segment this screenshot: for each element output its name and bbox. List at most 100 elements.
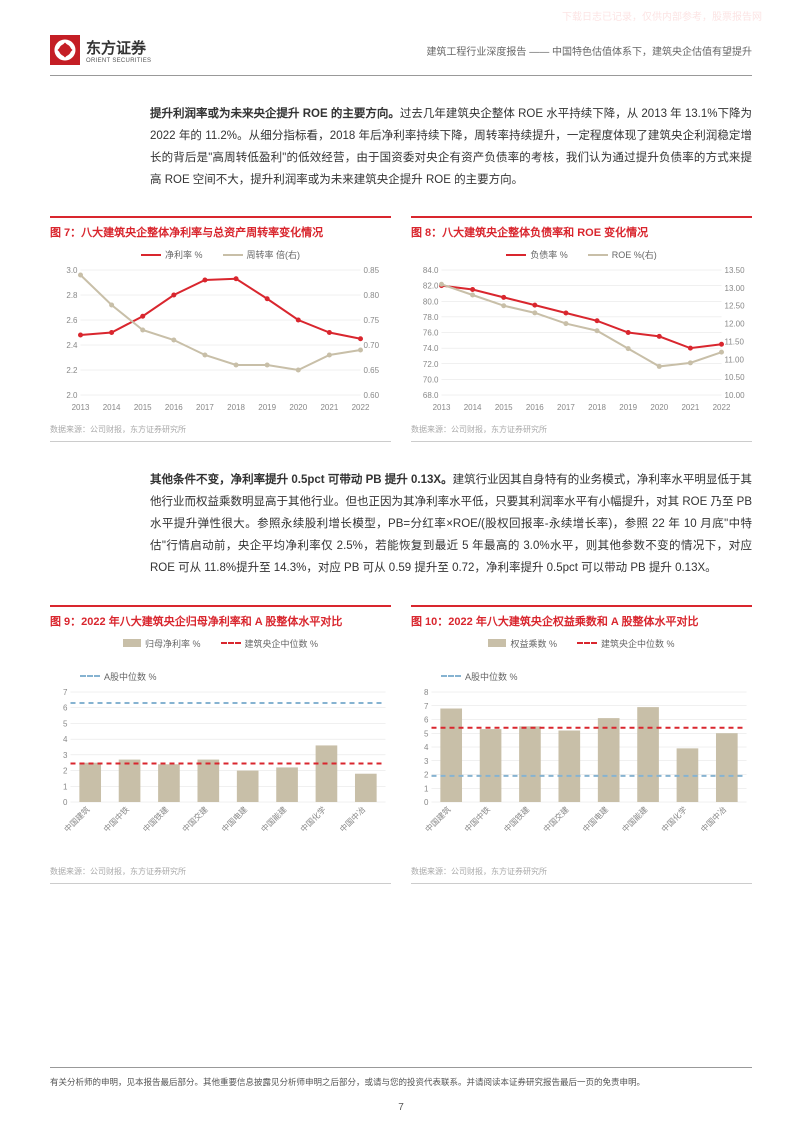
svg-text:78.0: 78.0	[423, 313, 439, 322]
paragraph-1: 提升利润率或为未来央企提升 ROE 的主要方向。过去几年建筑央企整体 ROE 水…	[150, 104, 752, 191]
svg-text:6: 6	[424, 715, 429, 724]
svg-text:72.0: 72.0	[423, 360, 439, 369]
svg-text:80.0: 80.0	[423, 298, 439, 307]
chart-7-legend: 净利率 % 周转率 倍(右)	[50, 248, 391, 261]
chart-7: 图 7：八大建筑央企整体净利率与总资产周转率变化情况 净利率 % 周转率 倍(右…	[50, 216, 391, 442]
chart-10: 图 10：2022 年八大建筑央企权益乘数和 A 股整体水平对比 权益乘数 % …	[411, 605, 752, 884]
chart-7-source: 数据来源：公司财报，东方证券研究所	[50, 420, 391, 442]
svg-text:中国能建: 中国能建	[259, 804, 289, 834]
chart-7-svg: 2.02.22.42.62.83.00.600.650.700.750.800.…	[50, 265, 391, 415]
logo: 东方证券 ORIENT SECURITIES	[50, 35, 151, 65]
chart-8-source: 数据来源：公司财报，东方证券研究所	[411, 420, 752, 442]
svg-text:68.0: 68.0	[423, 391, 439, 400]
svg-text:中国化学: 中国化学	[298, 804, 328, 834]
svg-text:中国电建: 中国电建	[219, 804, 249, 834]
svg-text:10.50: 10.50	[725, 374, 746, 383]
svg-text:中国建筑: 中国建筑	[423, 804, 453, 834]
svg-text:10.00: 10.00	[725, 391, 746, 400]
svg-text:中国电建: 中国电建	[580, 804, 610, 834]
svg-text:2.0: 2.0	[66, 391, 78, 400]
svg-text:2022: 2022	[352, 403, 370, 412]
svg-text:2016: 2016	[526, 403, 544, 412]
svg-text:7: 7	[63, 688, 68, 697]
chart-9: 图 9：2022 年八大建筑央企归母净利率和 A 股整体水平对比 归母净利率 %…	[50, 605, 391, 884]
svg-text:中国建筑: 中国建筑	[62, 804, 92, 834]
svg-text:0.70: 0.70	[364, 341, 380, 350]
svg-text:2.4: 2.4	[66, 341, 78, 350]
svg-text:2.6: 2.6	[66, 316, 78, 325]
svg-text:12.50: 12.50	[725, 302, 746, 311]
paragraph-2: 其他条件不变，净利率提升 0.5pct 可带动 PB 提升 0.13X。建筑行业…	[150, 470, 752, 579]
svg-text:6: 6	[63, 703, 68, 712]
svg-text:2021: 2021	[320, 403, 338, 412]
chart-9-legend: 归母净利率 % 建筑央企中位数 % A股中位数 %	[50, 637, 391, 683]
chart-8-title: 图 8：八大建筑央企整体负债率和 ROE 变化情况	[411, 216, 752, 244]
chart-10-legend: 权益乘数 % 建筑央企中位数 % A股中位数 %	[411, 637, 752, 683]
svg-text:2019: 2019	[258, 403, 276, 412]
chart-9-source: 数据来源：公司财报，东方证券研究所	[50, 862, 391, 884]
chart-9-svg: 01234567中国建筑中国中铁中国铁建中国交建中国电建中国能建中国化学中国中冶	[50, 687, 391, 857]
chart-10-svg: 012345678中国建筑中国中铁中国铁建中国交建中国电建中国能建中国化学中国中…	[411, 687, 752, 857]
svg-text:12.00: 12.00	[725, 320, 746, 329]
svg-text:0: 0	[63, 798, 68, 807]
chart-8-svg: 68.0 70.0 72.0 74.0 76.0 78.0 80.0 82.0 84.0 10.0…	[411, 265, 752, 415]
svg-text:0.75: 0.75	[364, 316, 380, 325]
svg-text:2017: 2017	[557, 403, 575, 412]
svg-text:中国交建: 中国交建	[180, 804, 210, 834]
logo-text-en: ORIENT SECURITIES	[86, 58, 151, 64]
svg-text:0.60: 0.60	[364, 391, 380, 400]
svg-text:1: 1	[63, 782, 68, 791]
svg-text:2: 2	[424, 770, 429, 779]
svg-text:11.50: 11.50	[725, 338, 745, 347]
chart-9-title: 图 9：2022 年八大建筑央企归母净利率和 A 股整体水平对比	[50, 605, 391, 633]
svg-text:2016: 2016	[165, 403, 183, 412]
page-number: 7	[0, 1102, 802, 1113]
svg-text:2014: 2014	[464, 403, 482, 412]
svg-text:3: 3	[424, 756, 429, 765]
svg-text:11.00: 11.00	[725, 356, 745, 365]
svg-text:7: 7	[424, 701, 429, 710]
logo-text-cn: 东方证券	[86, 37, 151, 58]
svg-text:2013: 2013	[72, 403, 90, 412]
chart-10-title: 图 10：2022 年八大建筑央企权益乘数和 A 股整体水平对比	[411, 605, 752, 633]
svg-text:2018: 2018	[588, 403, 606, 412]
footer-disclaimer: 有关分析师的申明，见本报告最后部分。其他重要信息披露见分析师申明之后部分，或请与…	[50, 1067, 752, 1088]
svg-text:4: 4	[63, 735, 68, 744]
svg-text:1: 1	[424, 784, 429, 793]
svg-text:0: 0	[424, 798, 429, 807]
svg-text:76.0: 76.0	[423, 329, 439, 338]
logo-icon	[50, 35, 80, 65]
svg-text:中国中铁: 中国中铁	[101, 804, 131, 834]
svg-text:13.50: 13.50	[725, 266, 746, 275]
svg-text:84.0: 84.0	[423, 266, 439, 275]
svg-text:2019: 2019	[619, 403, 637, 412]
svg-text:82.0: 82.0	[423, 282, 439, 291]
svg-text:2014: 2014	[103, 403, 121, 412]
svg-text:中国中冶: 中国中冶	[338, 804, 368, 834]
svg-text:3.0: 3.0	[66, 266, 78, 275]
chart-10-source: 数据来源：公司财报，东方证券研究所	[411, 862, 752, 884]
svg-text:70.0: 70.0	[423, 376, 439, 385]
svg-text:2017: 2017	[196, 403, 214, 412]
svg-text:5: 5	[424, 729, 429, 738]
svg-text:2021: 2021	[681, 403, 699, 412]
chart-8: 图 8：八大建筑央企整体负债率和 ROE 变化情况 负债率 % ROE %(右)…	[411, 216, 752, 442]
svg-text:13.00: 13.00	[725, 284, 746, 293]
svg-text:2020: 2020	[650, 403, 668, 412]
svg-text:2: 2	[63, 766, 68, 775]
svg-text:2013: 2013	[433, 403, 451, 412]
svg-text:2.2: 2.2	[66, 366, 78, 375]
svg-text:中国中铁: 中国中铁	[462, 804, 492, 834]
svg-text:5: 5	[63, 719, 68, 728]
svg-text:中国铁建: 中国铁建	[141, 804, 171, 834]
svg-text:0.80: 0.80	[364, 291, 380, 300]
svg-text:2.8: 2.8	[66, 291, 78, 300]
svg-text:中国中冶: 中国中冶	[699, 804, 729, 834]
svg-text:0.65: 0.65	[364, 366, 380, 375]
svg-text:2018: 2018	[227, 403, 245, 412]
svg-text:中国交建: 中国交建	[541, 804, 571, 834]
chart-7-title: 图 7：八大建筑央企整体净利率与总资产周转率变化情况	[50, 216, 391, 244]
svg-text:中国化学: 中国化学	[659, 804, 689, 834]
svg-text:74.0: 74.0	[423, 345, 439, 354]
svg-text:2022: 2022	[713, 403, 731, 412]
